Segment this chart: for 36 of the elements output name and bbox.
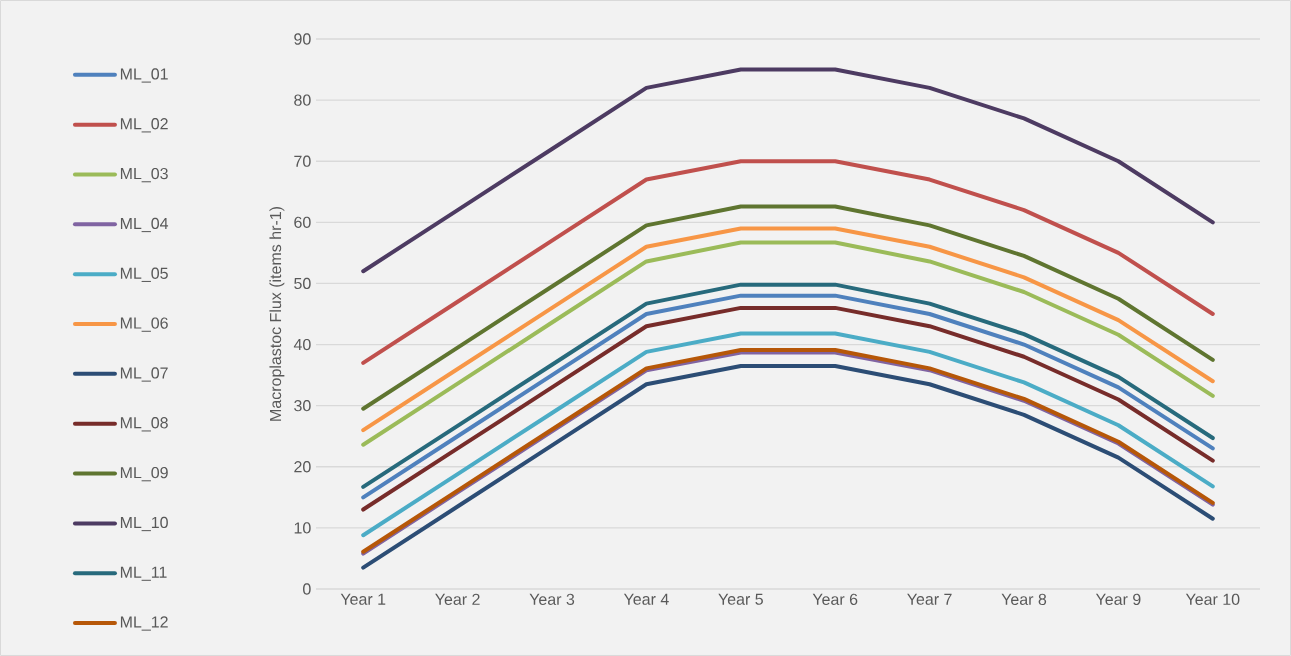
y-axis-title: Macroplastoc Flux (items hr-1) [269, 207, 285, 421]
x-tick-label: Year 7 [907, 593, 952, 605]
y-tick-label: 90 [294, 33, 311, 45]
x-tick-label: Year 9 [1095, 593, 1141, 606]
legend-label: ML_07 [120, 367, 168, 382]
legend-label: ML_04 [120, 217, 169, 233]
legend-label: ML_10 [120, 516, 168, 532]
y-tick-label: 50 [294, 277, 311, 290]
legend-label: ML_08 [120, 417, 168, 432]
legend-label: ML_01 [120, 68, 168, 83]
y-tick-label: 70 [294, 155, 311, 167]
y-tick-label: 60 [294, 216, 311, 228]
legend-label: ML_11 [120, 566, 167, 581]
line-series [361, 204, 1215, 411]
x-tick-label: Year 4 [623, 593, 669, 605]
y-tick-label: 0 [303, 583, 311, 595]
legend-label: ML_09 [120, 466, 168, 482]
legend-label: ML_06 [120, 317, 168, 332]
legend-label: ML_12 [120, 616, 168, 631]
line-series [361, 159, 1215, 365]
x-tick-label: Year 2 [435, 593, 480, 606]
x-tick-label: Year 1 [340, 593, 386, 605]
x-tick-label: Year 6 [812, 593, 858, 606]
y-tick-label: 20 [294, 461, 311, 473]
legend-label: ML_05 [120, 267, 168, 282]
x-tick-label: Year 8 [1001, 593, 1047, 606]
y-tick-label: 10 [294, 522, 311, 534]
legend-label: ML_02 [120, 118, 168, 133]
legend-label: ML_03 [120, 167, 168, 183]
x-tick-label: Year 10 [1185, 593, 1240, 606]
y-tick-label: 80 [294, 94, 311, 106]
x-tick-label: Year 5 [718, 593, 763, 605]
y-tick-label: 40 [293, 338, 311, 351]
line-series [361, 67, 1215, 274]
x-tick-label: Year 3 [529, 593, 575, 606]
y-tick-label: 30 [294, 400, 311, 412]
